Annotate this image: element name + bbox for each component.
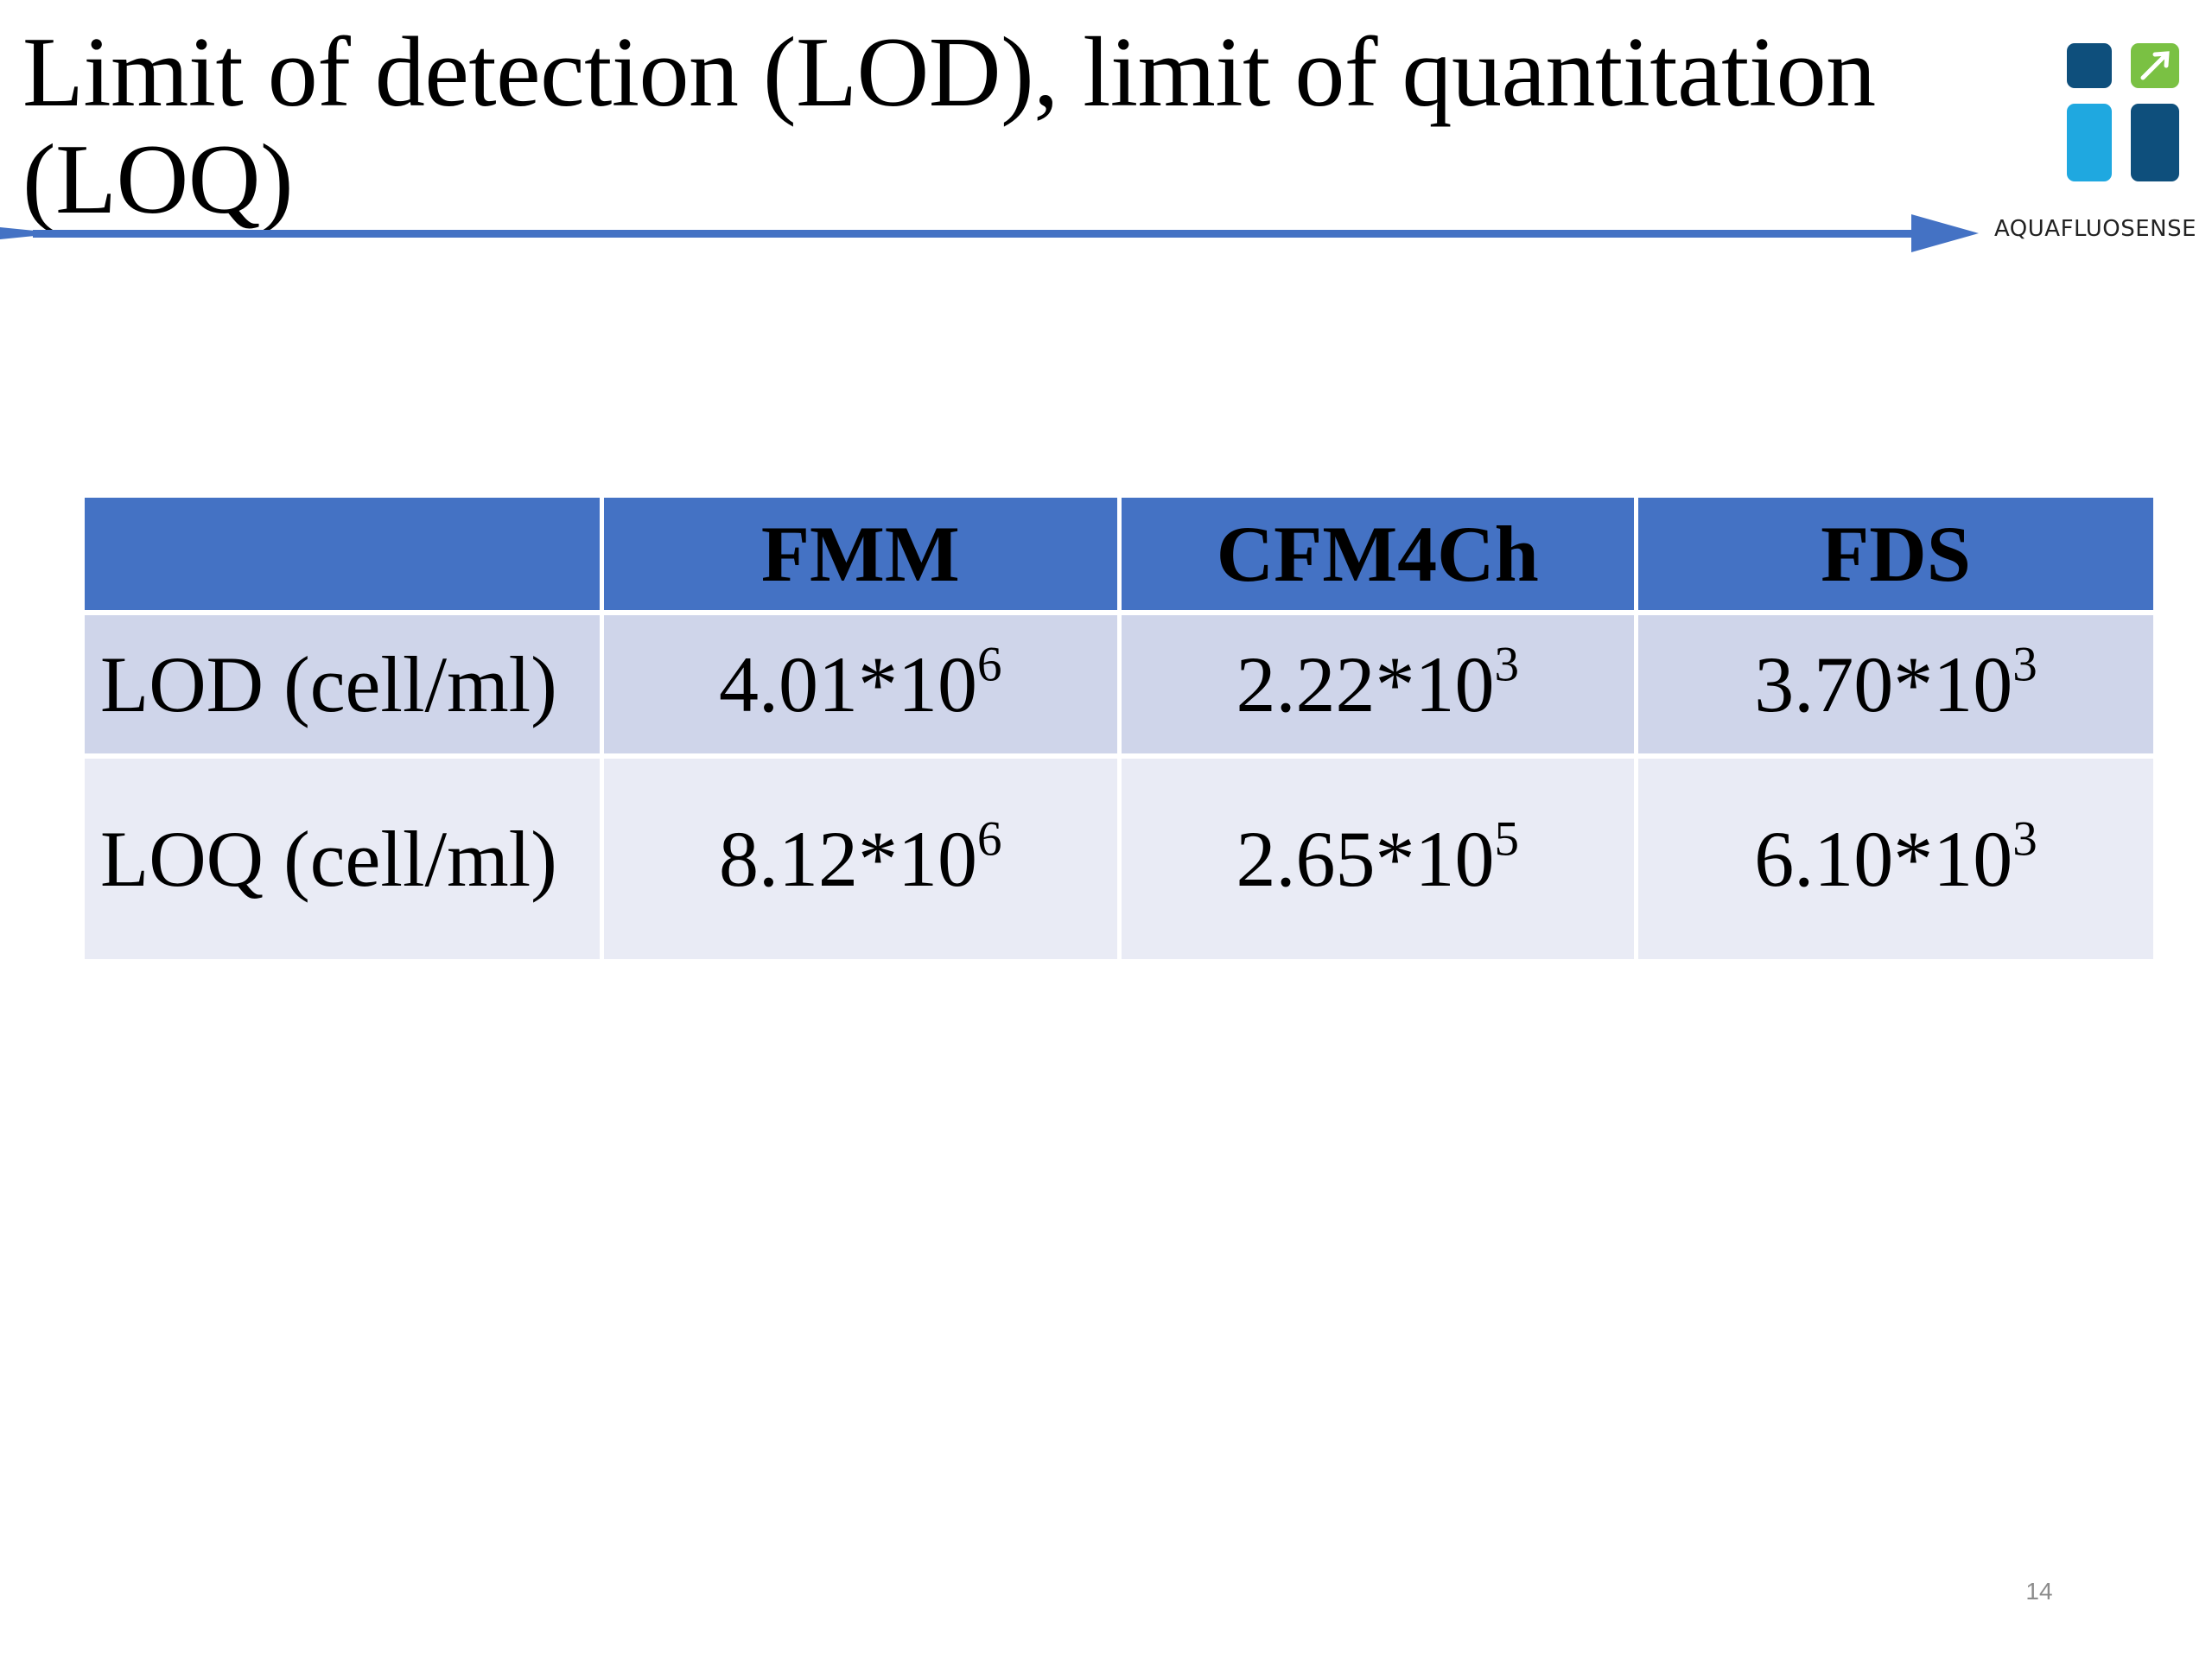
cell-value-exponent: 3 [2012, 811, 2037, 867]
table-row-lod: LOD (cell/ml) 4.01*106 2.22*103 3.70*103 [85, 613, 2153, 759]
cell-value-base: 3.70*10 [1754, 640, 2013, 728]
cell-value-exponent: 6 [976, 637, 1002, 692]
lod-loq-table: FMM CFM4Ch FDS LOD (cell/ml) 4.01*106 2.… [85, 498, 2153, 959]
table-header-row: FMM CFM4Ch FDS [85, 498, 2153, 615]
cell-value-exponent: 5 [1494, 811, 1519, 867]
table-cell: 3.70*103 [1634, 613, 2153, 759]
table-header-fds: FDS [1634, 498, 2153, 615]
cell-value-base: 2.65*10 [1236, 815, 1495, 903]
row-label-lod: LOD (cell/ml) [85, 613, 604, 759]
cell-value-exponent: 3 [1494, 637, 1519, 692]
cell-value-base: 8.12*10 [718, 815, 977, 903]
table-cell: 2.65*105 [1116, 756, 1638, 959]
slide-title: Limit of detection (LOD), limit of quant… [22, 17, 1876, 235]
cell-value-exponent: 3 [2012, 637, 2037, 692]
cell-value-exponent: 6 [976, 811, 1002, 867]
cell-value-base: 2.22*10 [1236, 640, 1495, 728]
table-row-loq: LOQ (cell/ml) 8.12*106 2.65*105 6.10*103 [85, 756, 2153, 959]
table-cell: 8.12*106 [600, 756, 1122, 959]
table-cell: 2.22*103 [1116, 613, 1638, 759]
aquafluosense-logo-icon [2067, 43, 2179, 181]
brand-name: AQUAFLUOSENSE [1993, 216, 2197, 242]
table-cell: 6.10*103 [1634, 756, 2153, 959]
table-header-cfm4ch: CFM4Ch [1116, 498, 1638, 615]
cell-value-base: 4.01*10 [718, 640, 977, 728]
row-label-loq: LOQ (cell/ml) [85, 756, 604, 959]
table-header-fmm: FMM [600, 498, 1122, 615]
table-cell: 4.01*106 [600, 613, 1122, 759]
cell-value-base: 6.10*10 [1754, 815, 2013, 903]
title-underline-arrow [0, 214, 1979, 252]
page-number: 14 [2025, 1578, 2053, 1605]
table-header-corner [85, 498, 604, 615]
